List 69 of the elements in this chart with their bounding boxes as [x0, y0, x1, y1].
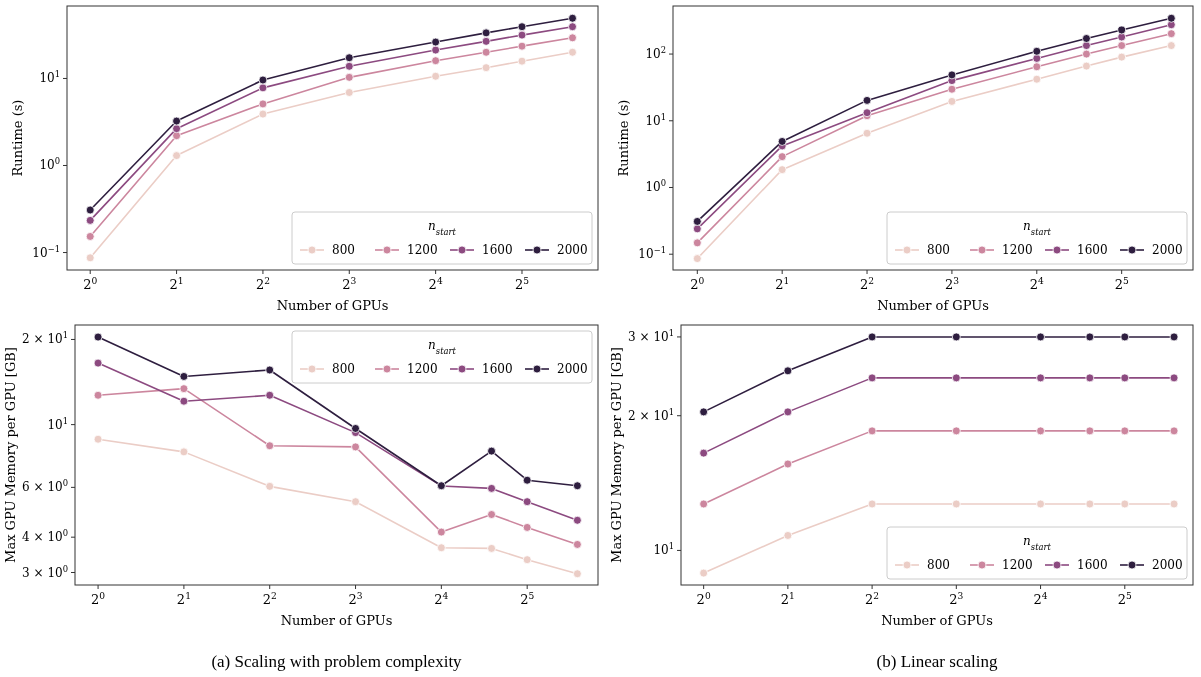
y-tick-label: 10$^{1}$: [645, 111, 666, 128]
legend-label: 2000: [1152, 558, 1183, 572]
x-tick-label: 2$^{3}$: [949, 591, 964, 607]
x-tick-label: 2$^{5}$: [1114, 276, 1129, 292]
y-axis-title: Runtime (s): [616, 99, 631, 177]
text: (b) Linear scaling: [876, 652, 998, 671]
x-tick-label: 2$^{0}$: [696, 591, 711, 607]
legend-label: 1200: [407, 362, 438, 376]
x-tick-label: 2$^{4}$: [428, 276, 443, 292]
x-tick-label: 2$^{1}$: [775, 276, 790, 292]
y-tick-label: 10$^{0}$: [39, 156, 60, 173]
y-tick-label: 3 × 10$^{0}$: [22, 563, 68, 580]
legend-label: 1200: [1002, 243, 1033, 257]
x-tick-label: 2$^{0}$: [690, 276, 705, 292]
x-tick-label: 2$^{0}$: [83, 276, 98, 292]
legend-label: 1600: [1077, 243, 1108, 257]
x-axis-title: Number of GPUs: [276, 298, 389, 313]
x-tick-label: 2$^{2}$: [860, 276, 875, 292]
x-tick-label: 2$^{3}$: [342, 276, 357, 292]
y-tick-label: 10$^{1}$: [653, 541, 674, 558]
x-tick-label: 2$^{1}$: [780, 591, 795, 607]
legend-label: 2000: [557, 362, 588, 376]
x-tick-label: 2$^{2}$: [255, 276, 270, 292]
legend-title: n$_{start}$: [428, 219, 457, 237]
y-tick-label: 10$^{1}$: [47, 415, 68, 432]
x-tick-label: 2$^{3}$: [348, 591, 363, 607]
legend-label: 2000: [557, 243, 588, 257]
legend-label: 800: [927, 243, 950, 257]
legend-label: 1600: [482, 362, 513, 376]
legend-title: n$_{start}$: [428, 338, 457, 356]
legend-label: 1200: [1002, 558, 1033, 572]
y-tick-label: 6 × 10$^{0}$: [22, 478, 68, 495]
x-tick-label: 2$^{2}$: [865, 591, 880, 607]
legend-label: 1600: [1077, 558, 1108, 572]
x-axis-title: Number of GPUs: [280, 613, 393, 628]
y-tick-label: 10$^{0}$: [645, 178, 666, 195]
legend-label: 800: [332, 362, 355, 376]
x-tick-label: 2$^{4}$: [1029, 276, 1045, 292]
y-tick-label: 3 × 10$^{1}$: [628, 327, 674, 344]
x-tick-label: 2$^{1}$: [176, 591, 191, 607]
x-tick-label: 2$^{5}$: [520, 591, 535, 607]
y-tick-label: 10$^{2}$: [645, 45, 666, 62]
y-tick-label: 2 × 10$^{1}$: [628, 406, 674, 423]
x-axis-title: Number of GPUs: [881, 613, 993, 628]
y-tick-label: 4 × 10$^{0}$: [22, 528, 68, 545]
y-tick-label: 10$^{−1}$: [638, 245, 666, 262]
y-axis-title: Runtime (s): [10, 99, 25, 177]
legend-label: 1200: [407, 243, 438, 257]
y-tick-label: 2 × 10$^{1}$: [22, 330, 68, 347]
legend-label: 800: [927, 558, 950, 572]
x-tick-label: 2$^{5}$: [514, 276, 530, 292]
legend-label: 2000: [1152, 243, 1183, 257]
x-tick-label: 2$^{0}$: [91, 591, 106, 607]
x-tick-label: 2$^{4}$: [434, 591, 449, 607]
legend-title: n$_{start}$: [1023, 219, 1052, 237]
x-tick-label: 2$^{5}$: [1117, 591, 1133, 607]
y-axis-title: Max GPU Memory per GPU [GB]: [3, 347, 18, 563]
x-tick-label: 2$^{4}$: [1033, 591, 1048, 607]
x-tick-label: 2$^{2}$: [262, 591, 277, 607]
legend-title: n$_{start}$: [1023, 534, 1052, 552]
y-axis-title: Max GPU Memory per GPU [GB]: [609, 347, 624, 563]
x-axis-title: Number of GPUs: [877, 298, 989, 313]
text: (a) Scaling with problem complexity: [211, 652, 463, 671]
x-tick-label: 2$^{1}$: [169, 276, 184, 292]
y-tick-label: 10$^{−1}$: [32, 243, 60, 260]
legend-label: 800: [332, 243, 355, 257]
legend-label: 1600: [482, 243, 513, 257]
x-tick-label: 2$^{3}$: [944, 276, 960, 292]
y-tick-label: 10$^{1}$: [39, 69, 60, 86]
